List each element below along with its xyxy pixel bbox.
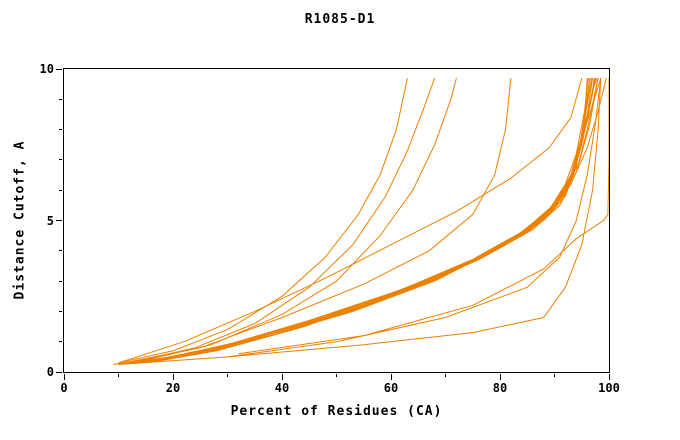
x-minor-tick (554, 374, 555, 377)
y-tick-label: 5 (46, 213, 54, 228)
y-minor-tick (59, 341, 62, 343)
x-minor-tick (336, 374, 337, 377)
y-minor-tick (59, 189, 62, 191)
y-minor-tick (59, 129, 62, 131)
curve-model-02 (129, 78, 590, 363)
curve-model-15 (140, 78, 456, 361)
x-axis-label: Percent of Residues (CA) (230, 404, 443, 419)
model-curves (64, 69, 609, 372)
curve-model-22 (157, 78, 598, 361)
curve-model-14 (129, 78, 434, 363)
curve-model-07 (119, 78, 590, 364)
curve-model-24 (135, 78, 593, 363)
x-major-tick (499, 374, 501, 380)
y-minor-tick (59, 98, 62, 100)
curve-model-12 (135, 78, 594, 363)
curve-model-06 (135, 78, 596, 363)
y-minor-tick (59, 250, 62, 252)
x-tick-label: 60 (383, 381, 399, 395)
plot-title: R1085-D1 (304, 12, 376, 27)
curve-model-17 (119, 78, 582, 363)
y-tick-label: 0 (46, 365, 54, 379)
x-tick-label: 100 (598, 381, 620, 395)
y-minor-tick (59, 310, 62, 312)
y-minor-tick (59, 280, 62, 282)
x-tick-label: 40 (274, 381, 290, 395)
x-tick-label: 20 (165, 381, 181, 395)
y-major-tick (56, 68, 62, 70)
x-major-tick (608, 374, 610, 380)
curve-model-10 (151, 78, 595, 362)
y-major-tick (56, 371, 62, 373)
x-minor-tick (118, 374, 119, 377)
x-tick-label: 0 (60, 381, 68, 395)
curve-model-20 (238, 78, 609, 354)
x-minor-tick (445, 374, 446, 377)
curve-model-23 (119, 78, 589, 364)
curve-model-08 (146, 78, 597, 362)
x-major-tick (172, 374, 174, 380)
y-minor-tick (59, 159, 62, 161)
x-major-tick (281, 374, 283, 380)
plot-area (63, 68, 610, 373)
x-tick-label: 80 (492, 381, 508, 395)
x-major-tick (390, 374, 392, 380)
x-major-tick (63, 374, 65, 380)
y-tick-label: 10 (39, 62, 54, 76)
curve-model-09 (129, 78, 591, 363)
x-minor-tick (227, 374, 228, 377)
curve-model-13 (119, 78, 408, 363)
curve-model-04 (140, 78, 592, 363)
curve-model-19 (228, 78, 601, 357)
curve-model-16 (124, 78, 511, 363)
y-major-tick (56, 220, 62, 221)
curve-model-18 (119, 78, 601, 364)
